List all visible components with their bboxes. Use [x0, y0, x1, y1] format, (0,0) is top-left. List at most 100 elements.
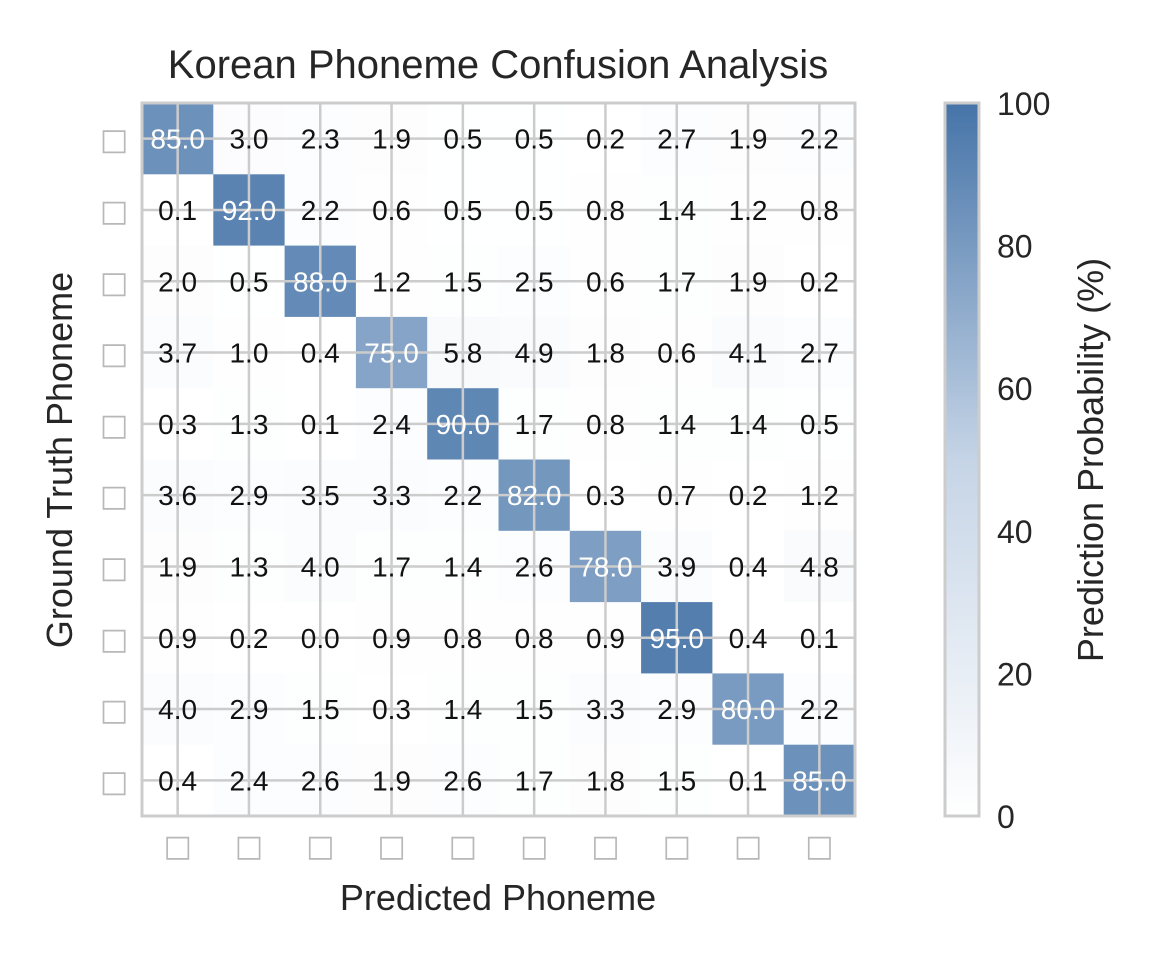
cell-value-label: 0.4	[729, 551, 768, 582]
cell-value-label: 1.9	[729, 266, 768, 297]
cell-value-label: 0.8	[800, 195, 839, 226]
cell-value-label: 78.0	[578, 551, 633, 582]
cell-value-label: 0.9	[372, 623, 411, 654]
cell-value-label: 2.2	[800, 124, 839, 155]
cell-value-label: 2.3	[301, 124, 340, 155]
y-tick-label: □	[100, 194, 128, 229]
cell-value-label: 4.0	[301, 551, 340, 582]
cell-value-label: 2.9	[229, 694, 268, 725]
cell-value-label: 1.5	[301, 694, 340, 725]
cell-value-label: 3.3	[586, 694, 625, 725]
y-tick-label: □	[100, 408, 128, 443]
cell-value-label: 3.7	[158, 338, 197, 369]
x-tick-label: □	[591, 829, 619, 864]
cell-value-label: 0.6	[372, 195, 411, 226]
cell-value-label: 85.0	[150, 124, 205, 155]
y-tick-label: □	[100, 622, 128, 657]
y-tick-label: □	[100, 337, 128, 372]
cell-value-label: 0.3	[586, 480, 625, 511]
cell-value-label: 1.7	[515, 765, 554, 796]
cell-value-label: 0.2	[586, 124, 625, 155]
cell-value-label: 75.0	[364, 338, 419, 369]
cell-value-label: 1.3	[229, 409, 268, 440]
cell-value-label: 0.4	[729, 623, 768, 654]
cell-value-label: 2.2	[443, 480, 482, 511]
cell-value-label: 2.0	[158, 266, 197, 297]
x-tick-label: □	[449, 829, 477, 864]
plot-frame	[140, 101, 857, 818]
cell-value-label: 2.4	[372, 409, 411, 440]
cell-value-label: 1.4	[443, 551, 482, 582]
cell-value-label: 2.2	[301, 195, 340, 226]
cell-value-label: 1.9	[372, 765, 411, 796]
cell-value-label: 80.0	[721, 694, 776, 725]
cell-value-label: 1.7	[515, 409, 554, 440]
cell-value-label: 0.2	[729, 480, 768, 511]
colorbar-tick-label: 80	[997, 229, 1033, 265]
cell-value-label: 3.6	[158, 480, 197, 511]
cell-value-label: 1.4	[443, 694, 482, 725]
cell-value-label: 2.2	[800, 694, 839, 725]
cell-value-label: 1.3	[229, 551, 268, 582]
cell-value-label: 1.8	[586, 338, 625, 369]
cell-value-label: 0.1	[158, 195, 197, 226]
cell-value-label: 0.5	[515, 124, 554, 155]
y-tick-label: □	[100, 693, 128, 728]
cell-value-label: 0.8	[443, 623, 482, 654]
cell-value-label: 0.1	[800, 623, 839, 654]
cell-value-label: 0.5	[800, 409, 839, 440]
y-tick-label: □	[100, 123, 128, 158]
y-tick-label: □	[100, 479, 128, 514]
cell-value-label: 1.0	[229, 338, 268, 369]
cell-value-label: 1.2	[729, 195, 768, 226]
colorbar-tick-label: 20	[997, 656, 1033, 692]
cell-value-label: 1.7	[372, 551, 411, 582]
cell-value-label: 0.5	[515, 195, 554, 226]
cell-value-label: 4.9	[515, 338, 554, 369]
cell-value-label: 90.0	[436, 409, 491, 440]
cell-value-label: 0.9	[158, 623, 197, 654]
x-tick-label: □	[734, 829, 762, 864]
y-tick-label: □	[100, 265, 128, 300]
cell-value-label: 0.8	[515, 623, 554, 654]
cell-value-label: 0.2	[229, 623, 268, 654]
cell-labels: 85.0 3.0 2.3 1.9 0.5 0.5 0.2 2.7 1.9 2.2 0.1 92.0 2.…	[150, 124, 846, 797]
y-tick-label: □	[100, 550, 128, 585]
cell-value-label: 2.9	[229, 480, 268, 511]
cell-value-label: 0.1	[729, 765, 768, 796]
cell-value-label: 4.8	[800, 551, 839, 582]
x-tick-label: □	[520, 829, 548, 864]
cell-value-label: 2.7	[800, 338, 839, 369]
x-tick-label: □	[306, 829, 334, 864]
chart-title: Korean Phoneme Confusion Analysis	[168, 43, 828, 87]
cell-value-label: 3.5	[301, 480, 340, 511]
colorbar-tick-label: 60	[997, 371, 1033, 407]
cell-value-label: 2.9	[657, 694, 696, 725]
cell-value-label: 1.5	[515, 694, 554, 725]
x-axis-label: Predicted Phoneme	[340, 877, 656, 918]
cell-value-label: 4.1	[729, 338, 768, 369]
cell-value-label: 0.5	[443, 124, 482, 155]
cell-value-label: 0.3	[158, 409, 197, 440]
x-tick-labels: □ □ □ □ □ □ □ □ □ □	[163, 829, 833, 864]
cell-value-label: 0.7	[657, 480, 696, 511]
cell-value-label: 2.4	[229, 765, 268, 796]
cell-value-label: 92.0	[222, 195, 277, 226]
cell-value-label: 0.3	[372, 694, 411, 725]
cell-value-label: 85.0	[792, 765, 847, 796]
cell-value-label: 2.5	[515, 266, 554, 297]
cell-value-label: 0.4	[158, 765, 197, 796]
cell-value-label: 88.0	[293, 266, 348, 297]
cell-value-label: 3.9	[657, 551, 696, 582]
cell-value-label: 4.0	[158, 694, 197, 725]
cell-value-label: 2.6	[515, 551, 554, 582]
cell-value-label: 2.6	[301, 765, 340, 796]
colorbar-tick-label: 40	[997, 514, 1033, 550]
cell-value-label: 0.0	[301, 623, 340, 654]
cell-value-label: 1.7	[657, 266, 696, 297]
cell-value-label: 95.0	[650, 623, 705, 654]
cell-value-label: 1.4	[657, 195, 696, 226]
colorbar-tick-label: 100	[997, 86, 1050, 122]
cell-value-label: 0.6	[657, 338, 696, 369]
